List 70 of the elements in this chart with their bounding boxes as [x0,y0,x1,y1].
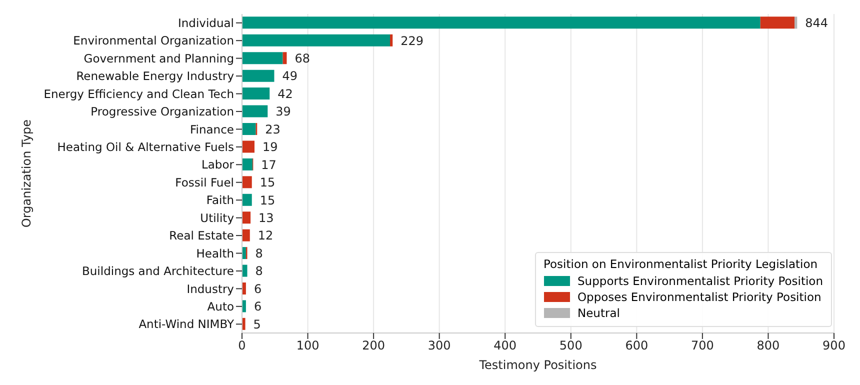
total-label: 17 [261,158,276,172]
y-tick-label: Labor [201,158,234,172]
bar [242,176,252,188]
x-tick-label: 600 [625,338,648,353]
y-tick-label: Real Estate [169,228,234,243]
x-tick-label: 0 [238,338,246,353]
bar [242,264,248,277]
bar [242,88,270,100]
bar [242,212,251,224]
x-tick-label: 800 [756,338,780,353]
total-label: 15 [260,193,276,208]
total-label: 68 [294,52,310,66]
total-label: 229 [400,34,424,48]
total-label: 13 [258,211,274,226]
bar [390,34,393,46]
total-label: 39 [276,104,291,119]
total-label: 6 [254,300,262,314]
bar [242,140,254,153]
y-tick-label: Finance [190,122,234,136]
bar [242,158,253,170]
y-tick-label: Renewable Energy Industry [76,69,234,84]
total-label: 42 [278,86,293,101]
y-tick-label: Environmental Organization [73,34,234,48]
y-tick-label: Faith [206,193,234,208]
bar [760,16,795,29]
y-tick-label: Heating Oil & Alternative Fuels [57,140,234,154]
bar [242,122,256,135]
total-label: 6 [254,282,262,296]
legend-title: Position on Environmentalist Priority Legislation [544,257,819,271]
legend-label: Opposes Environmentalist Priority Position [578,290,822,304]
total-label: 8 [255,246,263,260]
legend-label: Neutral [578,306,620,320]
total-label: 15 [260,176,276,190]
bar [242,105,268,118]
total-label: 12 [258,228,274,243]
bar [242,194,252,206]
x-axis-title: Testimony Positions [478,358,597,372]
x-tick-label: 700 [690,338,714,353]
y-tick-label: Energy Efficiency and Clean Tech [44,86,234,101]
bar [242,229,250,242]
y-tick-label: Fossil Fuel [175,175,234,190]
total-label: 8 [255,264,263,278]
total-label: 19 [262,140,278,154]
y-axis-title: Organization Type [19,119,34,228]
bar [242,70,274,82]
x-tick-label: 100 [296,338,320,353]
total-label: 844 [805,16,828,30]
bar [794,16,798,29]
x-tick-label: 300 [428,338,451,353]
bar [242,318,246,330]
y-tick-label: Industry [186,282,234,296]
total-label: 49 [282,69,298,84]
x-tick-label: 200 [362,338,386,353]
total-label: 5 [253,317,261,332]
bar [242,34,390,46]
y-tick-label: Health [196,246,234,260]
y-tick-label: Buildings and Architecture [82,264,234,278]
y-tick-label: Anti-Wind NIMBY [138,317,235,332]
y-tick-label: Progressive Organization [90,104,234,119]
y-tick-label: Individual [178,16,234,30]
x-tick-label: 900 [822,338,846,353]
y-tick-label: Auto [207,300,234,314]
bar [242,16,760,29]
x-tick-label: 400 [494,338,517,353]
bar [242,52,283,64]
legend-label: Supports Environmentalist Priority Position [578,274,823,288]
total-label: 23 [265,122,280,136]
y-tick-label: Utility [200,210,234,225]
y-tick-label: Government and Planning [84,51,234,66]
x-tick-label: 500 [559,338,582,353]
